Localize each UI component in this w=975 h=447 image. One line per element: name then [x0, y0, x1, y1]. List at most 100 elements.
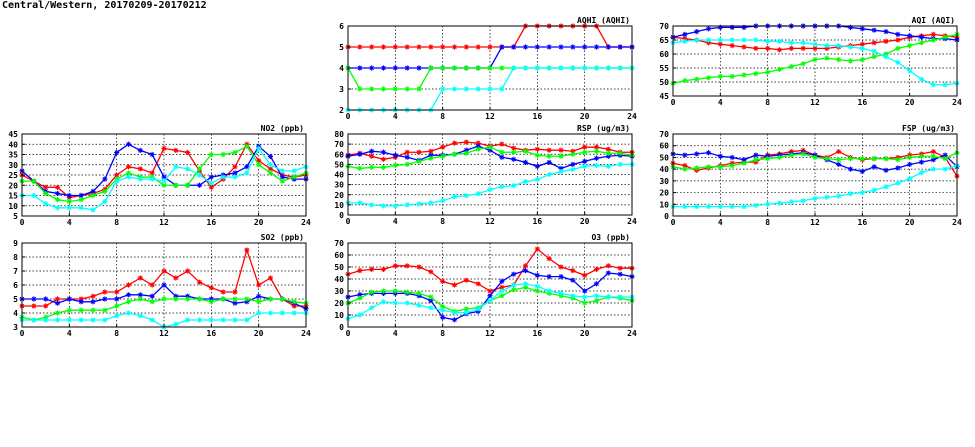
data-point [291, 299, 297, 305]
data-point [173, 147, 179, 153]
data-point [208, 299, 214, 305]
data-point [705, 150, 712, 156]
tick-label-x: 0 [346, 329, 351, 338]
data-point [173, 293, 179, 299]
data-point [895, 31, 901, 37]
tick-label-y: 35 [8, 151, 18, 160]
data-point [883, 156, 889, 162]
tick-label-y: 7 [13, 267, 18, 276]
data-point [487, 86, 493, 92]
data-point [208, 285, 214, 291]
tick-label-x: 16 [533, 329, 543, 338]
data-point [244, 247, 250, 253]
data-point [824, 194, 830, 200]
tick-label-y: 2 [339, 106, 344, 115]
data-point [582, 272, 588, 278]
data-point [499, 293, 505, 299]
data-point [66, 192, 72, 199]
data-point [475, 140, 481, 146]
data-point [440, 44, 446, 50]
data-point [416, 86, 422, 92]
tick-label-x: 20 [580, 329, 590, 338]
data-point [380, 299, 387, 305]
data-point [836, 157, 842, 163]
data-point [232, 164, 238, 170]
data-point [522, 148, 529, 154]
data-point [66, 307, 72, 313]
data-point [291, 174, 297, 180]
data-point [114, 178, 120, 184]
data-point [741, 24, 747, 30]
data-point [90, 307, 96, 313]
tick-label-x: 12 [810, 98, 820, 107]
tick-label-y: 10 [334, 311, 344, 320]
data-point [800, 45, 806, 51]
tick-label-x: 0 [346, 112, 351, 121]
data-point [717, 164, 723, 170]
tick-label-y: 45 [659, 92, 669, 101]
data-point [380, 44, 387, 50]
data-point [428, 65, 434, 71]
data-point [570, 65, 576, 71]
data-point [416, 65, 422, 71]
data-point [475, 143, 481, 149]
data-point [765, 38, 771, 44]
data-point [232, 289, 238, 295]
data-point [357, 295, 363, 301]
data-point [54, 310, 61, 316]
data-point [558, 165, 564, 172]
data-point [380, 164, 387, 171]
data-point [161, 145, 167, 151]
data-point [279, 178, 285, 184]
data-point [883, 184, 889, 190]
data-point [605, 263, 611, 269]
data-point [161, 182, 167, 188]
chart-title: AQI (AQI) [912, 16, 955, 25]
data-point [605, 294, 611, 300]
data-point [729, 37, 735, 43]
data-point [570, 277, 576, 283]
tick-label-y: 70 [334, 140, 344, 149]
data-point [279, 174, 285, 180]
data-point [125, 310, 132, 316]
data-point [558, 264, 564, 270]
data-point [185, 166, 191, 172]
data-point [125, 141, 132, 147]
data-point [617, 161, 623, 167]
data-point [475, 86, 481, 92]
data-point [694, 76, 700, 82]
tick-label-y: 10 [8, 202, 18, 211]
data-point [137, 275, 143, 281]
data-point [54, 197, 61, 203]
data-point [824, 43, 830, 49]
data-point [475, 306, 481, 312]
data-point [522, 44, 529, 50]
data-point [593, 155, 600, 161]
data-point [812, 154, 818, 161]
data-point [753, 157, 759, 163]
data-point [416, 158, 422, 164]
data-point [279, 296, 285, 302]
tick-label-x: 8 [114, 329, 119, 338]
data-point [357, 44, 363, 50]
data-point [149, 293, 155, 299]
data-point [605, 270, 611, 276]
tick-label-x: 0 [671, 98, 676, 107]
data-point [741, 204, 747, 210]
data-point [511, 282, 517, 288]
data-point [31, 178, 37, 184]
data-point [357, 292, 363, 298]
data-point [907, 68, 913, 74]
tick-label-y: 40 [334, 171, 344, 180]
tick-label-x: 20 [905, 218, 915, 227]
data-point [605, 150, 611, 156]
data-point [267, 162, 274, 168]
data-point [66, 317, 72, 323]
data-point [753, 37, 759, 43]
tick-label-y: 3 [13, 323, 18, 332]
data-point [871, 48, 877, 54]
tick-label-x: 12 [485, 329, 495, 338]
data-point [812, 57, 818, 63]
data-point [617, 65, 623, 71]
data-point [499, 44, 505, 50]
